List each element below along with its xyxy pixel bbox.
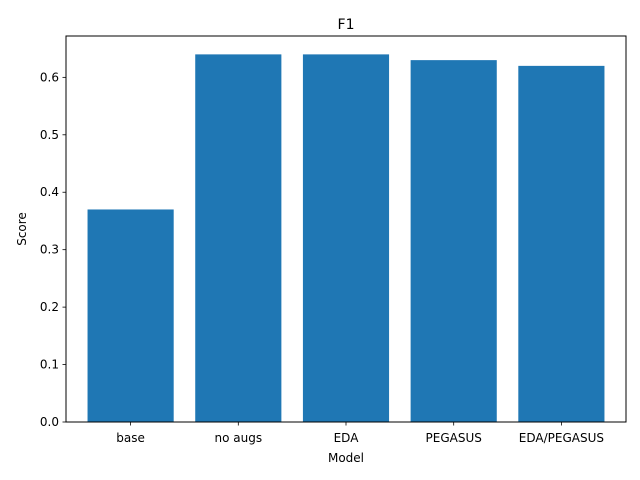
bar-no-augs [195, 54, 282, 422]
y-tick-label: 0.0 [40, 415, 59, 429]
y-tick-label: 0.2 [40, 300, 59, 314]
y-tick-label: 0.3 [40, 243, 59, 257]
x-tick-label: PEGASUS [426, 431, 482, 445]
y-tick-label: 0.6 [40, 70, 59, 84]
bar-pegasus [410, 60, 497, 423]
chart-title: F1 [338, 17, 355, 33]
y-axis-label: Score [15, 212, 29, 246]
y-tick-label: 0.1 [40, 358, 59, 372]
y-tick-label: 0.5 [40, 128, 59, 142]
plot-frame [65, 35, 627, 423]
bar-eda-pegasus [518, 65, 605, 423]
x-tick-label: EDA/PEGASUS [519, 431, 604, 445]
x-tick-label: EDA [334, 431, 360, 445]
y-tick-label: 0.4 [40, 185, 59, 199]
x-axis-label: Model [328, 451, 364, 465]
x-tick-label: base [116, 431, 145, 445]
bar-eda [302, 54, 390, 422]
y-axis-ticks: 0.0 0.1 0.2 0.3 0.4 0.5 0.6 [40, 70, 66, 429]
bar-base [87, 209, 174, 422]
x-axis-ticks: base no augs EDA PEGASUS EDA/PEGASUS [116, 422, 604, 445]
bars-group [87, 54, 605, 423]
x-tick-label: no augs [215, 431, 263, 445]
